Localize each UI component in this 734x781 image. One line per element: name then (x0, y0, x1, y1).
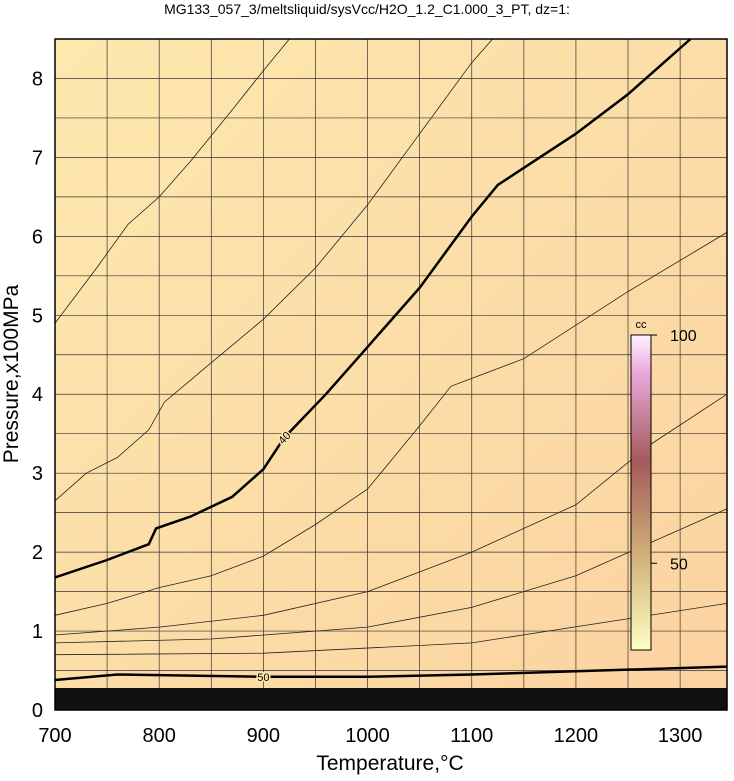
x-tick-label: 1100 (450, 725, 493, 747)
x-tick-label: 1300 (658, 725, 703, 747)
y-tick-label: 0 (32, 700, 43, 722)
chart-title: MG133_057_3/meltsliquid/sysVcc/H2O_1.2_C… (164, 1, 570, 17)
colorbar-tick-label: 100 (670, 328, 697, 345)
plot-background (55, 39, 727, 710)
contour-line (54, 38, 493, 502)
y-tick-label: 4 (32, 384, 43, 406)
x-axis-label: Temperature,°C (316, 752, 463, 775)
contour-line (54, 38, 290, 324)
colorbar (630, 334, 652, 651)
y-axis-label: Pressure,x100MPa (0, 284, 23, 463)
y-tick-label: 5 (32, 305, 43, 327)
contour-line (54, 508, 728, 644)
colorbar-label: cc (636, 319, 648, 331)
x-tick-label: 1200 (554, 725, 599, 747)
y-tick-label: 7 (32, 147, 43, 169)
y-tick-label: 3 (32, 463, 43, 485)
dense-contour-band (55, 688, 727, 710)
y-tick-label: 1 (32, 621, 43, 643)
y-tick-label: 6 (32, 226, 43, 248)
contour-line (54, 232, 728, 616)
x-tick-label: 900 (247, 725, 280, 747)
y-tick-label: 2 (32, 542, 43, 564)
contour-line (54, 38, 692, 579)
contour-line (54, 665, 728, 682)
x-tick-label: 1000 (345, 725, 390, 747)
y-tick-label: 8 (32, 68, 43, 90)
colorbar-tick-label: 50 (670, 556, 688, 573)
contour-line (54, 603, 728, 656)
x-tick-label: 700 (38, 725, 71, 747)
contour-label: 50 (257, 672, 269, 684)
plot-frame (54, 38, 728, 711)
x-tick-label: 800 (142, 725, 175, 747)
